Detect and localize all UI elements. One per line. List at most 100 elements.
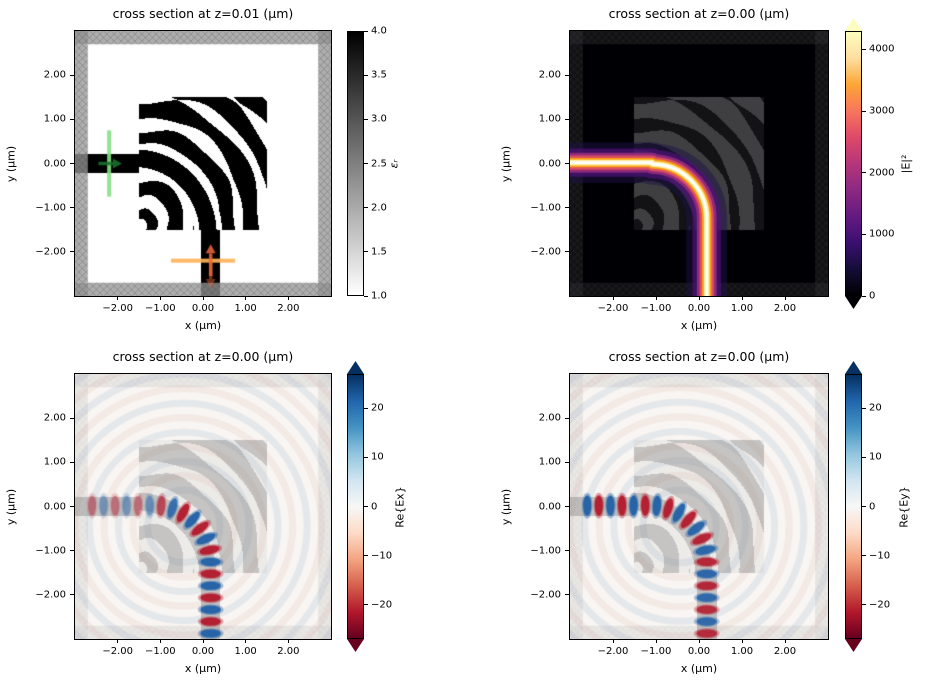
colorbar-tick-label: 2.5: [371, 158, 387, 169]
y-tick-label: 0.00: [538, 158, 561, 169]
colorbar-tick-mark: [364, 207, 368, 209]
colorbar-tick-label: −10: [869, 550, 891, 562]
y-tick-mark: [565, 417, 569, 419]
colorbar-label: Re{Ex}: [393, 485, 407, 528]
colorbar-gradient: [347, 31, 364, 296]
x-tick-label: −2.00: [597, 303, 629, 314]
colorbar-tick-mark: [364, 74, 368, 76]
colorbar-tick-mark: [364, 163, 368, 164]
y-tick-label: 0.00: [43, 158, 66, 169]
y-tick-label: 2.00: [538, 412, 561, 424]
colorbar-tick-label: 3000: [869, 105, 895, 117]
colorbar-tick-label: 3.0: [371, 113, 387, 125]
y-tick-mark: [565, 74, 569, 76]
x-tick-mark: [741, 296, 743, 300]
ex-field-heatmap: [75, 374, 331, 639]
colorbar-tick-mark: [862, 604, 866, 606]
colorbar-tick-label: 10: [869, 451, 882, 463]
colorbar-tick-mark: [364, 506, 368, 507]
colorbar-tick-mark: [364, 295, 368, 297]
colorbar-tick-mark: [364, 456, 368, 458]
y-tick-mark: [565, 594, 569, 596]
subplot-permittivity: cross section at z=0.01 (μm) x (μm) y (μ…: [5, 6, 401, 332]
colorbar-tick-label: −20: [869, 599, 891, 611]
colorbar-tick-mark: [862, 407, 866, 409]
y-tick-mark: [70, 461, 74, 463]
y-tick-label: 0.00: [538, 501, 561, 512]
y-tick-mark: [70, 207, 74, 209]
subplot-re-ey: cross section at z=0.00 (μm) x (μm) y (μ…: [500, 349, 911, 675]
x-axis-label: x (μm): [184, 662, 222, 675]
y-axis-label: y (μm): [499, 488, 513, 525]
y-tick-label: 2.00: [43, 412, 66, 424]
y-tick-mark: [565, 207, 569, 209]
colorbar-tick-mark: [364, 555, 368, 557]
x-tick-mark: [159, 639, 161, 643]
x-tick-mark: [784, 639, 786, 643]
colorbar-tick-label: 1.0: [371, 290, 387, 302]
x-tick-label: −1.00: [640, 646, 672, 657]
colorbar-tick-mark: [862, 295, 866, 297]
y-axis-label: y (μm): [4, 488, 18, 525]
colorbar-tick-label: 20: [371, 402, 384, 414]
plot-title: cross section at z=0.00 (μm): [112, 349, 294, 364]
colorbar-extend-min: [845, 296, 862, 309]
colorbar-tick-mark: [862, 233, 866, 235]
colorbar-tick-label: −20: [371, 599, 393, 611]
y-axis-label: y (μm): [499, 145, 513, 182]
y-tick-label: 0.00: [43, 501, 66, 512]
y-tick-label: 2.00: [538, 69, 561, 81]
colorbar-tick-label: 3.5: [371, 69, 387, 81]
y-tick-mark: [565, 550, 569, 552]
y-tick-label: −2.00: [35, 246, 66, 258]
x-tick-mark: [655, 639, 657, 643]
y-tick-mark: [70, 118, 74, 120]
subplot-re-ex: cross section at z=0.00 (μm) x (μm) y (μ…: [5, 349, 407, 675]
colorbar-tick-label: 2000: [869, 167, 895, 179]
colorbar-gradient: [845, 31, 862, 296]
colorbar: [845, 18, 862, 309]
colorbar-tick-mark: [862, 506, 866, 507]
x-tick-mark: [117, 296, 119, 300]
y-tick-mark: [70, 550, 74, 552]
colorbar-extend-max: [347, 361, 364, 374]
x-tick-mark: [741, 639, 743, 643]
colorbar-tick-label: −10: [371, 550, 393, 562]
y-tick-mark: [565, 118, 569, 120]
ey-field-heatmap: [570, 374, 828, 639]
x-tick-mark: [287, 639, 289, 643]
x-tick-label: 1.00: [730, 646, 754, 657]
y-tick-label: −2.00: [35, 589, 66, 601]
x-tick-mark: [287, 296, 289, 300]
x-tick-mark: [245, 296, 247, 300]
y-tick-label: −1.00: [530, 202, 561, 214]
colorbar-tick-label: 0: [371, 501, 378, 512]
x-tick-label: 2.00: [773, 303, 797, 314]
colorbar-tick-label: 1.5: [371, 246, 387, 258]
x-tick-mark: [698, 639, 700, 643]
colorbar-tick-label: 10: [371, 451, 384, 463]
y-tick-label: −2.00: [530, 246, 561, 258]
x-tick-label: 0.00: [687, 646, 711, 657]
colorbar-tick-mark: [862, 172, 866, 174]
colorbar-label: |E|²: [899, 154, 913, 173]
x-tick-label: 2.00: [277, 303, 300, 314]
colorbar-tick-mark: [364, 251, 368, 253]
y-tick-label: 1.00: [538, 113, 561, 125]
x-tick-label: 1.00: [234, 646, 257, 657]
x-tick-label: −2.00: [597, 646, 629, 657]
y-tick-label: −1.00: [35, 545, 66, 557]
y-tick-mark: [70, 74, 74, 76]
x-tick-mark: [245, 639, 247, 643]
colorbar-tick-mark: [862, 456, 866, 458]
colorbar-tick-label: 4.0: [371, 25, 387, 37]
plot-title: cross section at z=0.00 (μm): [608, 349, 790, 364]
colorbar: [347, 31, 364, 296]
y-tick-mark: [565, 163, 569, 164]
y-tick-mark: [70, 594, 74, 596]
colorbar-tick-mark: [364, 407, 368, 409]
colorbar-tick-mark: [862, 110, 866, 112]
x-axis-label: x (μm): [680, 662, 718, 675]
y-tick-label: 2.00: [43, 69, 66, 81]
